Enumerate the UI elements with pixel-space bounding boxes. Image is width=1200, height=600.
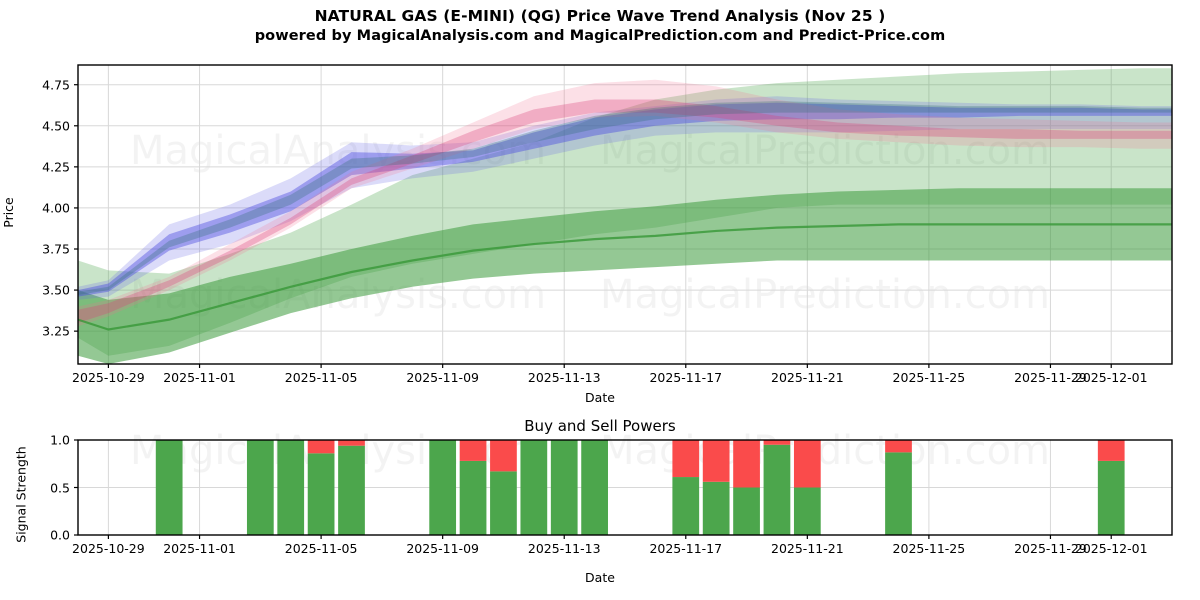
signal-bar bbox=[490, 440, 517, 535]
main-y-tick: 3.25 bbox=[42, 323, 70, 339]
main-x-tick: 2025-11-05 bbox=[284, 370, 358, 385]
signal-bar bbox=[702, 440, 730, 535]
chart-title-block: NATURAL GAS (E-MINI) (QG) Price Wave Tre… bbox=[0, 6, 1200, 46]
signal-bar bbox=[672, 440, 700, 535]
main-plot-area bbox=[74, 64, 1173, 368]
main-y-tick: 3.75 bbox=[42, 241, 70, 257]
signal-bar bbox=[338, 440, 365, 535]
sub-x-tick: 2025-12-01 bbox=[1074, 541, 1148, 556]
line-green-trend-line bbox=[77, 223, 1172, 331]
sub-x-tick: 2025-10-29 bbox=[72, 541, 145, 556]
signal-bar bbox=[885, 440, 912, 535]
main-x-tick: 2025-12-01 bbox=[1074, 370, 1148, 385]
subplot-title: Buy and Sell Powers bbox=[524, 417, 676, 435]
main-x-axis-label: Date bbox=[585, 390, 615, 405]
main-y-tick: 4.50 bbox=[42, 118, 70, 134]
main-x-tick: 2025-11-25 bbox=[892, 370, 966, 385]
main-x-tick: 2025-11-21 bbox=[771, 370, 844, 385]
signal-bar bbox=[1097, 440, 1125, 535]
main-y-tick: 4.00 bbox=[42, 200, 70, 216]
main-x-tick: 2025-11-09 bbox=[406, 370, 479, 385]
sub-x-tick: 2025-11-09 bbox=[406, 541, 479, 556]
signal-bar bbox=[763, 440, 791, 535]
sub-y-tick: 0.5 bbox=[50, 480, 70, 495]
signal-bar bbox=[793, 440, 821, 535]
sub-y-tick: 1.0 bbox=[50, 432, 70, 448]
main-x-tick: 2025-11-13 bbox=[527, 370, 601, 385]
sub-x-tick: 2025-11-25 bbox=[892, 541, 966, 556]
signal-bar bbox=[429, 440, 457, 535]
main-x-tick: 2025-11-29 bbox=[1014, 370, 1087, 385]
band-blue-outer bbox=[78, 96, 1172, 300]
band-pink-outer bbox=[78, 79, 1172, 327]
main-x-tick: 2025-11-17 bbox=[649, 370, 723, 385]
sub-x-axis-label: Date bbox=[585, 570, 615, 585]
signal-plot-area bbox=[74, 439, 1173, 539]
main-y-tick: 4.75 bbox=[42, 77, 70, 93]
sub-x-tick: 2025-11-05 bbox=[284, 541, 358, 556]
main-x-tick: 2025-10-29 bbox=[72, 370, 145, 385]
page-title: NATURAL GAS (E-MINI) (QG) Price Wave Tre… bbox=[314, 7, 886, 25]
signal-bar bbox=[277, 440, 305, 535]
sub-x-tick: 2025-11-17 bbox=[649, 541, 723, 556]
sub-x-tick: 2025-11-13 bbox=[527, 541, 601, 556]
signal-bar bbox=[733, 440, 760, 535]
signal-bar bbox=[246, 440, 274, 535]
main-y-tick: 4.25 bbox=[42, 159, 70, 175]
signal-bar bbox=[307, 440, 335, 535]
page-subtitle: powered by MagicalAnalysis.com and Magic… bbox=[254, 28, 946, 44]
signal-bar bbox=[155, 440, 183, 535]
sub-x-tick: 2025-11-01 bbox=[163, 541, 236, 556]
main-y-tick: 3.50 bbox=[42, 282, 70, 298]
band-green-mid bbox=[78, 188, 1172, 364]
signal-bar bbox=[550, 440, 578, 535]
signal-bar bbox=[520, 440, 548, 535]
sub-y-tick: 0.0 bbox=[50, 527, 70, 543]
band-blue-inner bbox=[78, 102, 1172, 297]
main-x-tick: 2025-11-01 bbox=[163, 370, 236, 385]
band-teal-dark-overlay bbox=[78, 101, 1172, 295]
signal-bar bbox=[581, 440, 608, 535]
sub-x-tick: 2025-11-29 bbox=[1014, 541, 1087, 556]
signal-bar bbox=[459, 440, 487, 535]
sub-x-tick: 2025-11-21 bbox=[771, 541, 844, 556]
